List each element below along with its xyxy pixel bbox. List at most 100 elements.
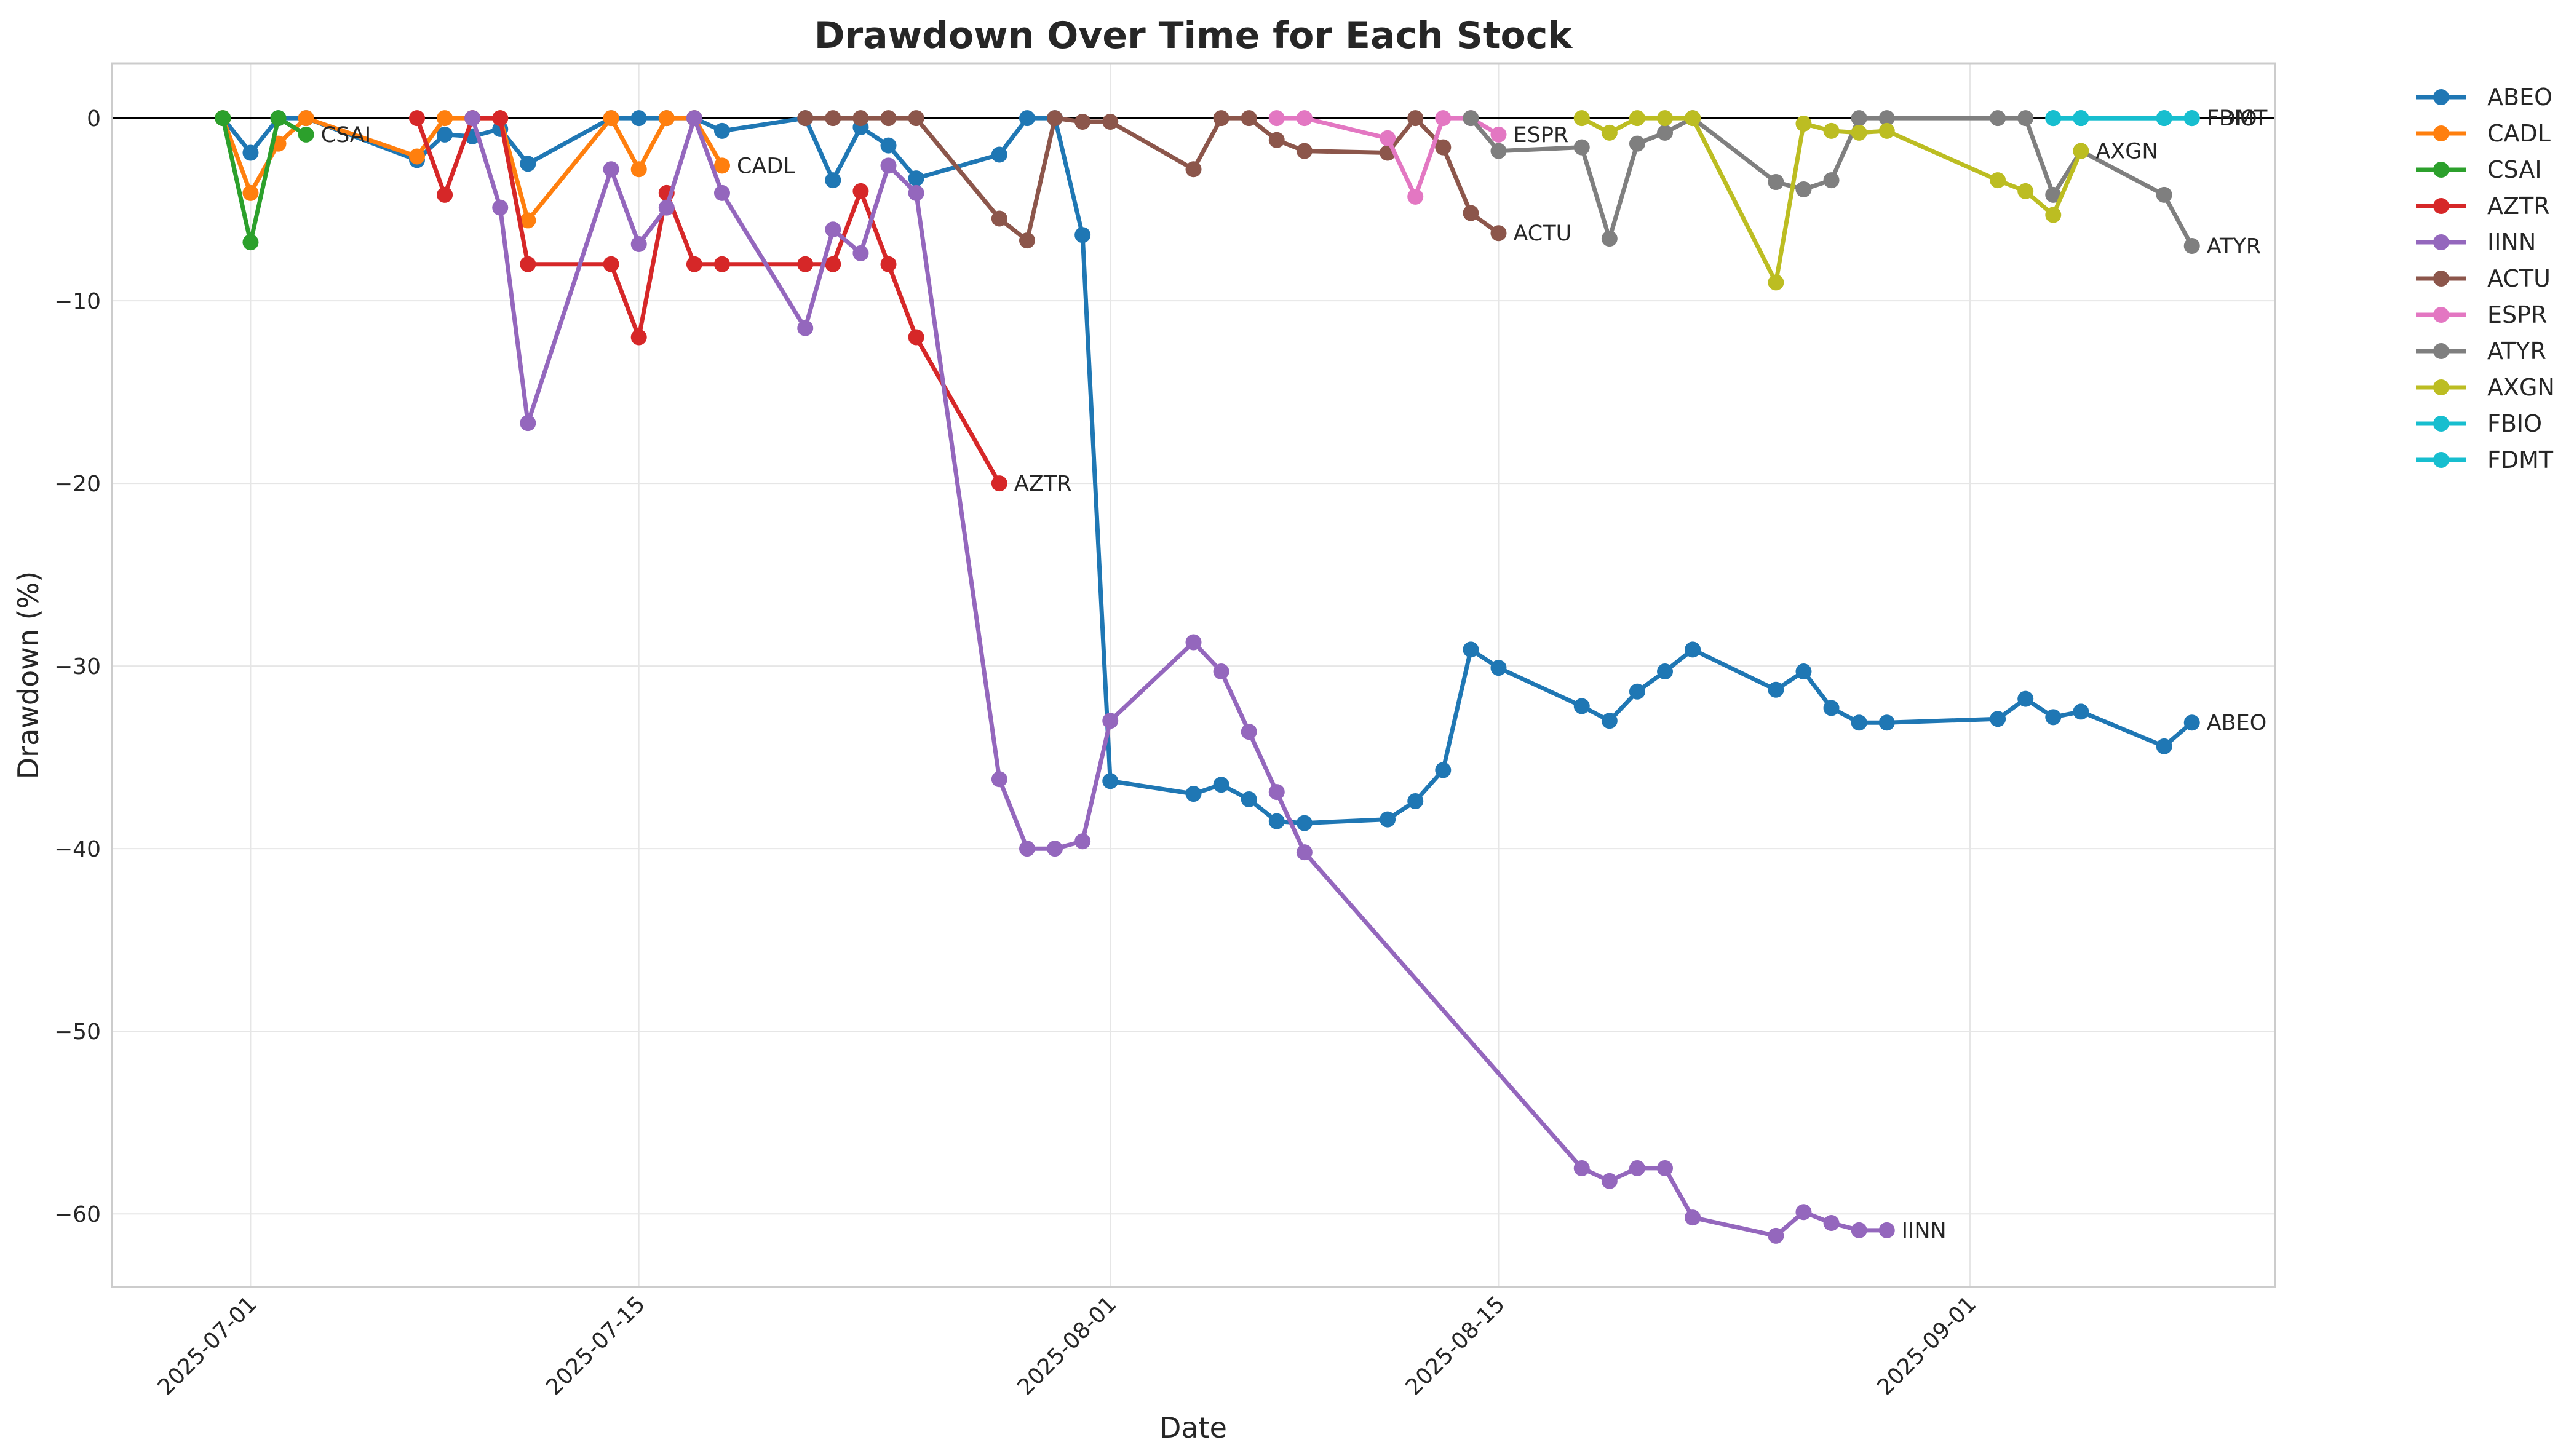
data-point: [1185, 634, 1202, 651]
data-point: [1601, 231, 1618, 247]
y-tick-label: −30: [54, 654, 101, 679]
legend-item-aztr: AZTR: [2416, 192, 2550, 220]
data-point: [1380, 811, 1396, 828]
legend-swatch-marker: [2433, 343, 2449, 359]
data-point: [1047, 841, 1063, 857]
x-axis-label: Date: [1159, 1411, 1227, 1444]
data-point: [603, 110, 619, 127]
legend-item-csai: CSAI: [2416, 156, 2542, 183]
data-point: [880, 137, 897, 154]
legend-label: FBIO: [2487, 410, 2542, 437]
data-point: [1435, 762, 1452, 778]
legend-item-espr: ESPR: [2416, 301, 2547, 328]
data-point: [408, 148, 425, 165]
data-point: [1795, 663, 1812, 680]
data-point: [1990, 172, 2006, 189]
legend-item-iinn: IINN: [2416, 229, 2536, 256]
data-point: [1657, 663, 1674, 680]
data-point: [492, 110, 509, 127]
data-point: [1019, 232, 1035, 249]
data-point: [1823, 172, 1840, 189]
data-point: [991, 210, 1007, 227]
data-point: [1296, 143, 1313, 159]
data-point: [1573, 139, 1590, 156]
data-point: [2073, 110, 2089, 127]
data-point: [880, 157, 897, 174]
data-point: [713, 122, 730, 139]
data-point: [298, 110, 314, 127]
data-point: [658, 199, 675, 216]
data-point: [1407, 110, 1424, 127]
legend-swatch-marker: [2433, 452, 2449, 468]
data-point: [1435, 139, 1452, 156]
data-point: [880, 110, 897, 127]
y-tick-label: 0: [87, 106, 101, 132]
data-point: [797, 256, 814, 272]
series-line: [1468, 116, 2195, 248]
series-end-label: IINN: [1902, 1219, 1947, 1243]
legend-item-fdmt: FDMT: [2416, 446, 2554, 473]
data-point: [2183, 238, 2200, 255]
data-point: [991, 771, 1007, 788]
data-point: [1768, 174, 1784, 191]
legend-item-atyr: ATYR: [2416, 338, 2546, 365]
data-point: [2017, 110, 2034, 127]
data-point: [1435, 110, 1452, 127]
data-point: [991, 475, 1007, 492]
data-point: [1213, 777, 1229, 793]
legend-swatch-marker: [2433, 89, 2449, 105]
data-point: [1823, 122, 1840, 139]
data-point: [852, 110, 869, 127]
data-point: [1629, 135, 1645, 152]
series-line: [415, 116, 1002, 486]
series-actu: ACTU: [797, 110, 1571, 249]
data-point: [1102, 773, 1119, 789]
legend-item-actu: ACTU: [2416, 265, 2551, 292]
data-point: [1851, 1222, 1867, 1238]
data-point: [2045, 709, 2062, 726]
data-point: [1296, 110, 1313, 127]
data-point: [1490, 660, 1507, 676]
data-point: [825, 110, 841, 127]
data-point: [603, 256, 619, 272]
series-end-label: ESPR: [1513, 123, 1568, 148]
legend-swatch-marker: [2433, 198, 2449, 214]
legend-swatch-marker: [2433, 162, 2449, 178]
data-point: [630, 161, 647, 178]
data-point: [1463, 641, 1479, 658]
series-fdmt: FDMT: [2045, 106, 2268, 131]
data-point: [1768, 1227, 1784, 1244]
data-point: [1823, 1215, 1840, 1232]
data-point: [1185, 786, 1202, 802]
data-point: [1685, 1209, 1701, 1226]
series-end-label: CSAI: [321, 123, 371, 148]
data-point: [1795, 1204, 1812, 1221]
legend-item-fbio: FBIO: [2416, 410, 2542, 437]
legend-swatch-marker: [2433, 379, 2449, 395]
data-point: [1185, 161, 1202, 178]
data-point: [1629, 1160, 1645, 1176]
legend-label: AZTR: [2487, 192, 2550, 220]
data-point: [1657, 124, 1674, 141]
legend-item-axgn: AXGN: [2416, 374, 2555, 401]
data-point: [1601, 713, 1618, 729]
data-point: [713, 184, 730, 201]
data-point: [713, 157, 730, 174]
data-point: [2045, 207, 2062, 223]
series-iinn: IINN: [464, 110, 1947, 1244]
data-point: [1851, 110, 1867, 127]
data-point: [1268, 110, 1285, 127]
legend-label: ABEO: [2487, 84, 2552, 111]
data-point: [2073, 703, 2089, 720]
legend-swatch-marker: [2433, 234, 2449, 250]
legend-label: AXGN: [2487, 374, 2555, 401]
data-point: [2156, 738, 2172, 754]
plot-frame: [111, 62, 2276, 1288]
data-point: [1047, 110, 1063, 127]
data-point: [1268, 784, 1285, 801]
data-point: [908, 184, 924, 201]
data-point: [520, 256, 536, 272]
series-axgn: AXGN: [1573, 110, 2158, 291]
data-point: [713, 256, 730, 272]
